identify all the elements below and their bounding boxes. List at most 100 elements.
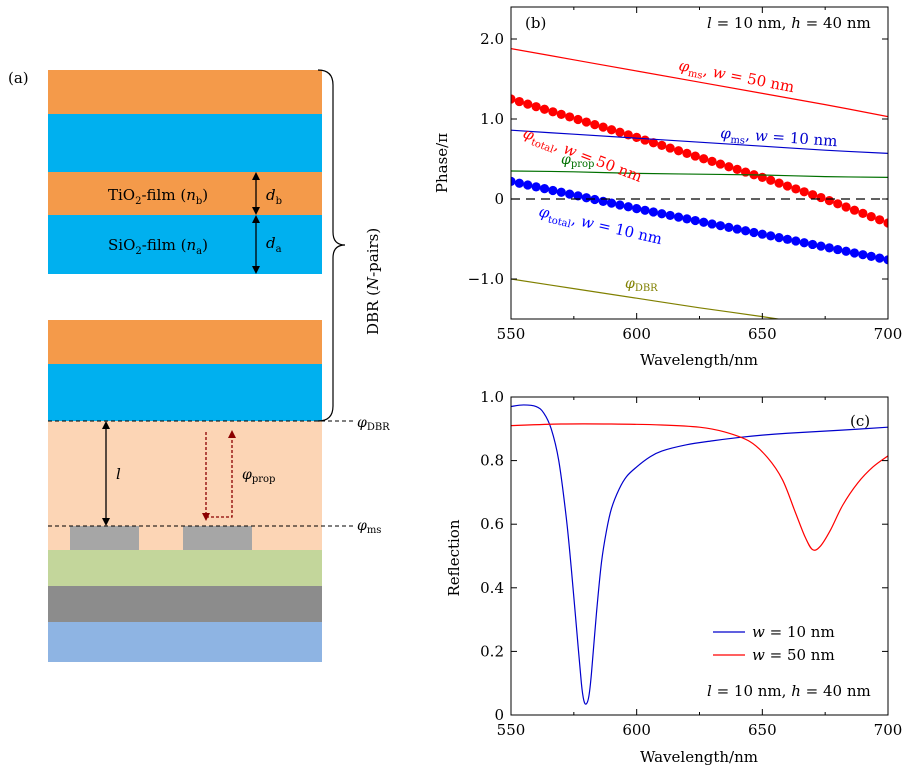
panel-b-series-4-point <box>556 187 566 197</box>
prop-arrow-head-down <box>202 513 210 521</box>
label-phi-ms-w10: φms, w = 10 nm <box>720 124 839 153</box>
panel-b-series-1-point <box>565 112 575 122</box>
panel-b-series-1-point <box>791 184 801 194</box>
tio2-layer-2 <box>48 172 322 215</box>
panel-a-label: (a) <box>8 69 29 87</box>
panel-b-series-4-point <box>573 191 583 201</box>
panel-c-xlabel: Wavelength/nm <box>640 748 758 766</box>
panel-c-ylabel: Reflection <box>445 519 463 596</box>
panel-b-series-1-point <box>816 192 826 203</box>
panel-b-series-1-point <box>523 99 533 109</box>
gray-layer <box>48 586 322 622</box>
panel-b-series-4-point <box>766 231 776 241</box>
panel-c-series <box>511 404 888 705</box>
panel-b-series-1-point <box>774 178 784 188</box>
dbr-brace <box>317 69 346 422</box>
panel-b-series-0-line <box>511 48 888 118</box>
panel-b-series-1-point <box>849 205 860 215</box>
panel-b-series-4-point <box>632 204 642 214</box>
sio2-film-label: SiO2-film (na) <box>108 236 208 257</box>
panel-b-xtick-label: 650 <box>748 325 777 343</box>
prop-arrow-head-up <box>228 430 236 438</box>
panel-b-series-4-point <box>824 243 834 253</box>
panel-b-series-4-point <box>883 255 888 265</box>
panel-b-series <box>511 48 888 319</box>
tio2-film-label: TiO2-film (nb) <box>108 186 208 207</box>
da-label: da <box>266 234 282 255</box>
panel-b-series-4-point <box>682 214 692 224</box>
panel-b-series-1-point <box>732 164 742 174</box>
panel-b-series-3-line <box>511 170 888 178</box>
panel-b-series-4-point <box>531 182 541 192</box>
substrate-layer <box>48 622 322 662</box>
legend-label-w10: w = 10 nm <box>752 623 835 641</box>
panel-b-series-1-point <box>690 151 700 161</box>
panel-b-series-4-point <box>657 209 667 219</box>
panel-b-series-4-point <box>623 202 633 212</box>
panel-b-series-1-point <box>539 104 550 114</box>
panel-b-series-4-point <box>816 241 826 251</box>
panel-b-series-1-point <box>841 202 851 212</box>
panel-b-series-4-point <box>858 250 868 260</box>
panel-b-ytick-label: 2.0 <box>480 30 504 48</box>
sio2-layer-1 <box>48 114 322 172</box>
panel-c-ytick-label: 0.2 <box>480 642 504 660</box>
panel-c-ytick-label: 0.4 <box>480 579 504 597</box>
panel-b-series-1-point <box>606 125 617 135</box>
panel-c-annotation: l = 10 nm, h = 40 nm <box>707 682 871 700</box>
panel-b-series-1-point <box>682 148 692 158</box>
panel-b-series-1-point <box>531 102 541 112</box>
panel-b-ytick-label: 1.0 <box>480 110 504 128</box>
panel-b-series-1-point <box>556 109 566 119</box>
panel-b-series-4-point <box>606 198 617 208</box>
panel-b-series-1-point <box>632 132 642 142</box>
panel-b-series-1-point <box>724 162 734 172</box>
panel-b-ytick-label: −1.0 <box>468 270 504 288</box>
panel-c-ytick-label: 0.6 <box>480 515 504 533</box>
db-label: db <box>266 186 282 207</box>
panel-b-series-4-point <box>673 212 684 222</box>
panel-b-series-1-point <box>883 218 888 228</box>
panel-b-series-4-point <box>849 248 860 258</box>
panel-c-xtick-label: 700 <box>874 721 903 739</box>
green-layer <box>48 550 322 586</box>
panel-b-series-1-point <box>699 154 709 164</box>
panel-b-series-4-point <box>514 178 524 188</box>
panel-b-series-4-point <box>665 210 675 221</box>
panel-b-series-1-point <box>715 159 726 169</box>
legend-label-w50: w = 50 nm <box>752 646 835 664</box>
l-arrow <box>102 421 110 526</box>
panel-b-series-1-point <box>615 127 625 137</box>
label-phi-dbr: φDBR <box>625 276 658 294</box>
panel-b-series-1-point <box>766 175 776 185</box>
panel-c-xtick-label: 650 <box>748 721 777 739</box>
phi-ms-label: φms <box>357 518 381 536</box>
da-arrow <box>252 215 260 274</box>
panel-c-reflection-chart: 550 600 650 700 0 0.2 0.4 0.6 0.8 1.0 (c) l = 10 … <box>445 388 902 766</box>
panel-b-series-4-point <box>715 221 726 231</box>
panel-b-series-4-point <box>791 236 801 246</box>
panel-b-xtick-label: 550 <box>497 325 526 343</box>
panel-b-series-2-line <box>511 129 888 154</box>
panel-b-ticks: 550 600 650 700 −1.0 0 1.0 2.0 <box>468 7 902 343</box>
panel-b-series-1-point <box>598 122 608 132</box>
panel-b-label: (b) <box>525 14 546 32</box>
sio2-layer-2 <box>48 215 322 274</box>
panel-b-series-4-point <box>511 176 516 186</box>
panel-b-ytick-label: 0 <box>494 190 504 208</box>
panel-b-series-1-point <box>673 146 684 156</box>
panel-b-series-4-point <box>799 238 809 248</box>
panel-c-ytick-label: 0.8 <box>480 452 504 470</box>
panel-b-series-1-point <box>866 212 876 222</box>
panel-b-series-4-point <box>833 244 843 255</box>
panel-b-series-1-point <box>590 120 600 130</box>
panel-b-series-4-point <box>615 200 625 210</box>
panel-b-series-4-point <box>707 219 717 229</box>
panel-b-series-1-point <box>511 94 516 104</box>
panel-b-series-1-point <box>833 199 843 209</box>
tio2-layer-1 <box>48 70 322 114</box>
panel-b-annotation: l = 10 nm, h = 40 nm <box>707 14 871 32</box>
panel-b-series-4-point <box>757 229 767 239</box>
panel-b-series-4-point <box>640 205 650 215</box>
panel-b-series-4-point <box>581 193 592 203</box>
